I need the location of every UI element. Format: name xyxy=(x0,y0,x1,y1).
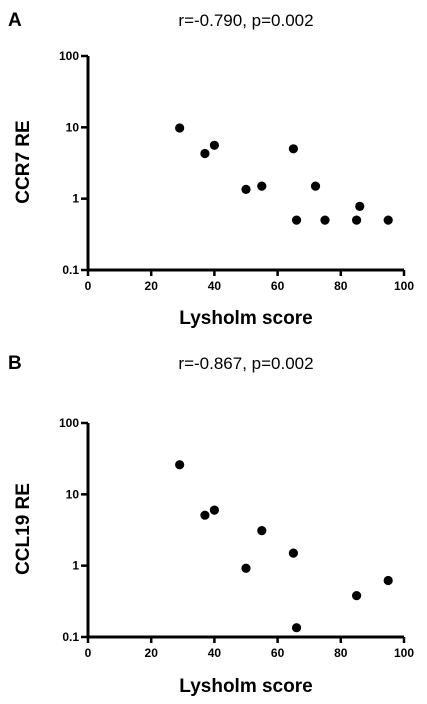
y-axis-title: CCR7 RE xyxy=(13,120,34,203)
data-point xyxy=(209,505,219,515)
data-point xyxy=(209,140,219,150)
data-point xyxy=(175,123,185,133)
data-point xyxy=(383,575,393,586)
y-tick-label: 10 xyxy=(66,487,80,501)
y-tick-label: 0.1 xyxy=(62,263,79,277)
ticks: 0 20 40 60 80 100 0.1 1 10 100 xyxy=(59,49,414,293)
data-point xyxy=(257,526,267,536)
x-tick-label: 80 xyxy=(334,279,348,293)
ticks: 0 20 40 60 80 100 0.1 1 10 100 xyxy=(59,416,414,660)
data-point xyxy=(175,460,185,470)
x-tick-label: 100 xyxy=(394,279,414,293)
chart-title: r=-0.867, p=0.002 xyxy=(178,354,313,373)
data-point xyxy=(288,144,298,154)
panel-label: B xyxy=(8,353,22,374)
data-point xyxy=(200,148,210,159)
axes xyxy=(86,56,404,272)
panel-a: A r=-0.790, p=0.002 CCR7 RE Lysholm scor… xyxy=(8,10,414,329)
data-points xyxy=(175,460,393,633)
y-tick-label: 100 xyxy=(59,49,79,63)
y-tick-label: 0.1 xyxy=(62,630,79,644)
y-tick-label: 10 xyxy=(66,120,80,134)
data-point xyxy=(383,215,393,225)
x-tick-label: 100 xyxy=(394,646,414,660)
data-point xyxy=(352,591,362,601)
panel-label: A xyxy=(8,10,22,31)
panel-b: B r=-0.867, p=0.002 CCL19 RE Lysholm sco… xyxy=(8,353,414,697)
axes xyxy=(86,423,404,639)
x-tick-label: 40 xyxy=(208,646,222,660)
y-tick-label: 1 xyxy=(72,192,79,206)
x-tick-label: 80 xyxy=(334,646,348,660)
x-axis-title: Lysholm score xyxy=(179,308,312,329)
data-point xyxy=(355,201,365,211)
data-point xyxy=(310,181,321,191)
data-point xyxy=(257,181,267,191)
x-axis-title: Lysholm score xyxy=(179,676,312,697)
x-tick-label: 0 xyxy=(85,279,92,293)
data-point xyxy=(320,215,330,225)
data-point xyxy=(288,548,298,558)
data-points xyxy=(175,123,393,225)
data-point xyxy=(241,563,251,573)
data-point xyxy=(200,510,210,520)
x-tick-label: 20 xyxy=(145,646,159,660)
x-tick-label: 0 xyxy=(85,646,92,660)
data-point xyxy=(241,184,251,194)
y-tick-label: 100 xyxy=(59,416,79,430)
data-point xyxy=(291,215,302,225)
y-tick-label: 1 xyxy=(72,559,79,573)
data-point xyxy=(291,623,302,633)
x-tick-label: 20 xyxy=(145,279,159,293)
x-tick-label: 40 xyxy=(208,279,222,293)
data-point xyxy=(352,215,362,225)
x-tick-label: 60 xyxy=(271,279,285,293)
x-tick-label: 60 xyxy=(271,646,285,660)
chart-title: r=-0.790, p=0.002 xyxy=(178,11,313,30)
y-axis-title: CCL19 RE xyxy=(13,483,34,575)
